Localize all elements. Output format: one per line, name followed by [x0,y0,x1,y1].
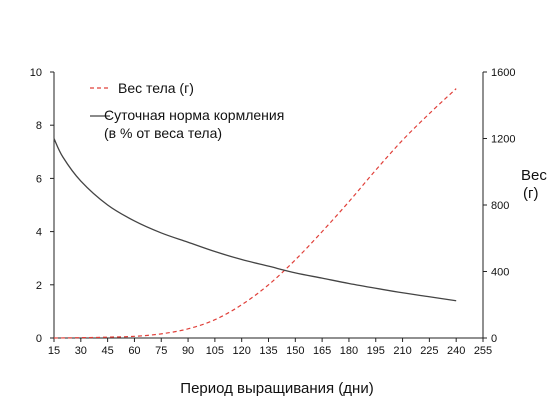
x-tick-label: 210 [393,345,411,357]
left-y-ticks: 0 2 4 6 8 10 [30,67,54,345]
x-tick-label: 105 [206,345,224,357]
x-tick-label: 45 [102,345,114,357]
x-tick-label: 255 [474,345,492,357]
x-ticks: 15 30 45 60 75 90 105 120 135 150 165 180 195 210 225 2… [48,338,492,357]
x-tick-label: 240 [447,345,465,357]
x-tick-label: 195 [367,345,385,357]
x-tick-label: 150 [286,345,304,357]
left-y-tick-label: 4 [36,227,42,239]
x-axis-title: Период выращивания (дни) [180,380,373,397]
right-y-axis-title-line2: (г) [523,185,538,202]
legend: Вес тела (г) Суточная норма кормления (в… [90,80,284,141]
left-y-tick-label: 10 [30,67,42,79]
right-y-tick-label: 800 [491,200,509,212]
series-line-body-weight [53,88,457,339]
x-tick-label: 135 [259,345,277,357]
legend-label-body-weight: Вес тела (г) [118,80,194,96]
left-y-tick-label: 6 [36,173,42,185]
left-y-tick-label: 0 [36,333,42,345]
x-tick-label: 30 [75,345,87,357]
right-y-tick-label: 1600 [491,67,515,79]
series-layer [53,88,457,339]
x-tick-label: 75 [155,345,167,357]
legend-label-feeding-rate-line2: (в % от веса тела) [104,125,222,141]
x-tick-label: 180 [340,345,358,357]
right-y-axis-title-line1: Вес [521,167,547,184]
right-y-ticks: 0 400 800 1200 1600 [483,67,515,345]
x-tick-label: 90 [182,345,194,357]
right-y-tick-label: 1200 [491,134,515,146]
x-tick-label: 60 [128,345,140,357]
legend-label-feeding-rate-line1: Суточная норма кормления [104,107,284,123]
right-y-tick-label: 400 [491,267,509,279]
series-line-feeding-rate [53,138,457,302]
right-y-tick-label: 0 [491,333,497,345]
x-tick-label: 225 [420,345,438,357]
x-tick-label: 120 [233,345,251,357]
x-tick-label: 15 [48,345,60,357]
x-tick-label: 165 [313,345,331,357]
left-y-tick-label: 8 [36,120,42,132]
left-y-tick-label: 2 [36,280,42,292]
